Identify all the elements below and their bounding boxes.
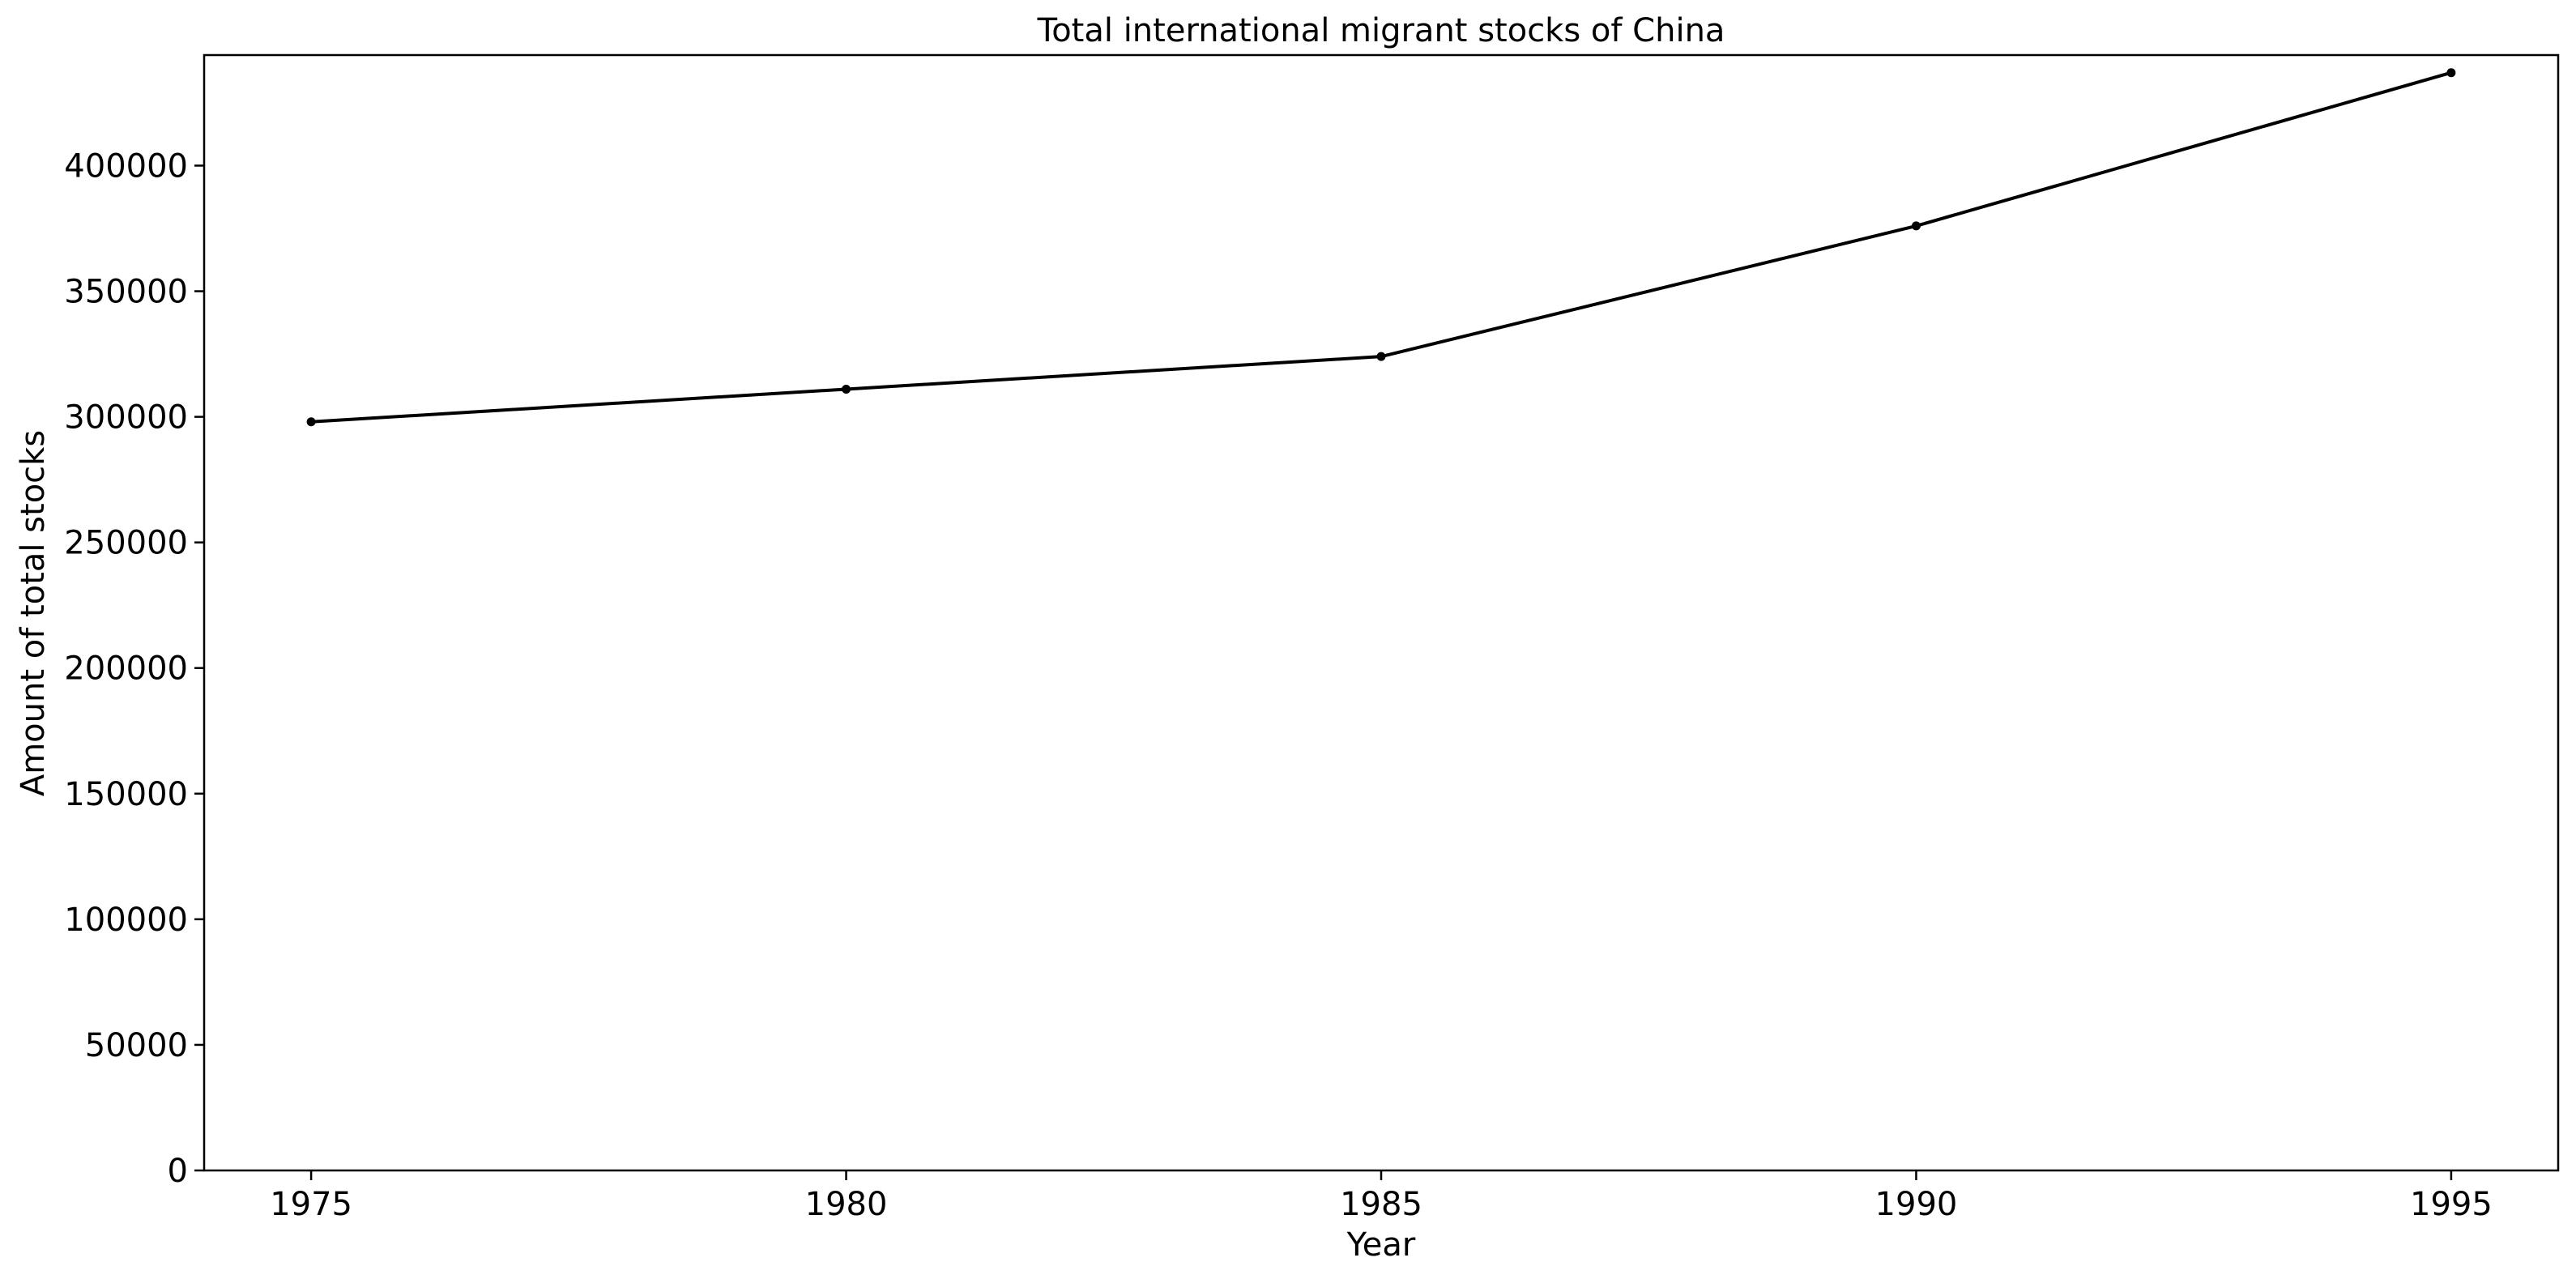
y-tick-label: 350000 — [64, 274, 188, 311]
data-point — [1376, 352, 1386, 361]
y-tick-label: 300000 — [64, 399, 188, 437]
y-tick-label: 50000 — [85, 1027, 188, 1064]
x-tick-label: 1985 — [1340, 1186, 1422, 1223]
x-tick-label: 1995 — [2410, 1186, 2493, 1223]
series-line — [310, 70, 2452, 424]
y-tick-label: 250000 — [64, 525, 188, 562]
x-tick-label: 1990 — [1875, 1186, 1958, 1223]
y-tick-label: 100000 — [64, 902, 188, 939]
plot-area-frame — [203, 53, 2560, 1172]
data-point — [1911, 221, 1921, 231]
x-axis-label: Year — [1346, 1226, 1416, 1264]
x-axis: 1975 1980 1985 1990 1995 — [270, 1170, 2493, 1223]
y-tick-label: 400000 — [64, 147, 188, 185]
y-axis-label: Amount of total stocks — [15, 430, 52, 796]
x-tick-label: 1980 — [805, 1186, 888, 1223]
y-tick-label: 200000 — [64, 650, 188, 688]
data-point — [2446, 68, 2456, 78]
chart-title: Total international migrant stocks of Ch… — [1037, 12, 1725, 49]
data-point — [842, 384, 851, 394]
y-tick-label: 150000 — [64, 776, 188, 813]
series-layer — [306, 68, 2456, 427]
x-tick-label: 1975 — [270, 1186, 352, 1223]
y-tick-label: 0 — [168, 1153, 188, 1190]
y-axis: 0 50000 100000 150000 200000 250000 300000 3500… — [64, 147, 204, 1190]
data-point — [306, 417, 316, 427]
